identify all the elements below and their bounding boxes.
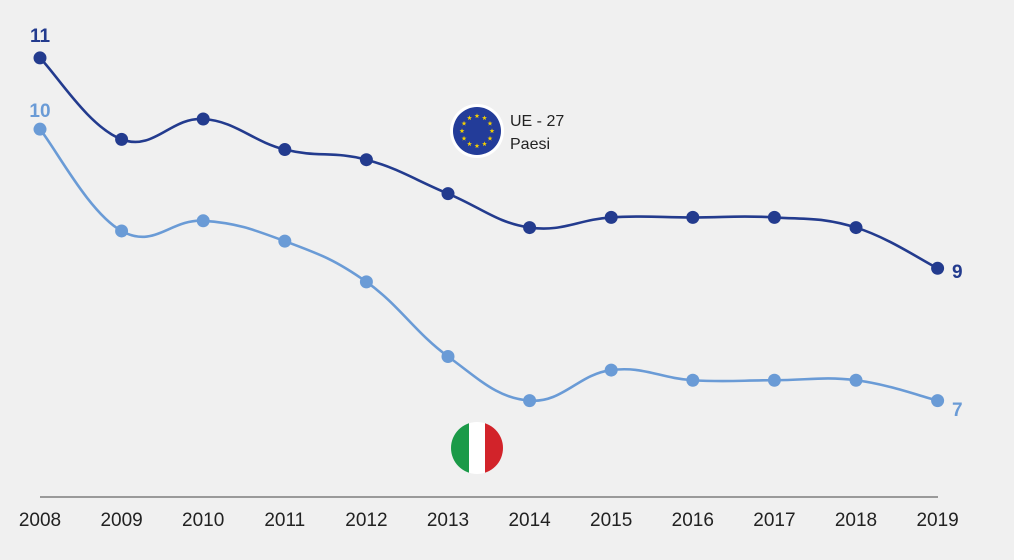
italy-data-point bbox=[33, 122, 47, 136]
italy-data-point bbox=[441, 350, 455, 363]
italy-data-point bbox=[278, 234, 292, 248]
italy-start-label: 10 bbox=[29, 101, 50, 122]
eu-data-point bbox=[767, 210, 781, 224]
eu-data-point bbox=[196, 112, 210, 126]
eu-data-point bbox=[604, 210, 618, 224]
x-tick-label: 2012 bbox=[345, 510, 387, 531]
italy-flag-icon bbox=[451, 422, 503, 474]
eu-data-point bbox=[115, 132, 129, 146]
eu-star-icon bbox=[482, 115, 487, 121]
x-tick-label: 2016 bbox=[672, 510, 714, 531]
eu-star-icon bbox=[461, 120, 467, 126]
italy-data-point bbox=[849, 373, 863, 387]
eu-star-icon bbox=[467, 141, 472, 147]
eu-flag-icon bbox=[450, 104, 504, 158]
eu-star-icon bbox=[459, 128, 465, 134]
eu-series-line bbox=[39, 57, 939, 270]
italy-data-point bbox=[196, 214, 210, 228]
x-tick-label: 2010 bbox=[182, 510, 224, 531]
x-tick-label: 2013 bbox=[427, 510, 469, 531]
x-tick-label: 2014 bbox=[508, 510, 551, 531]
italy-data-point bbox=[523, 394, 537, 408]
italy-data-point bbox=[359, 275, 373, 289]
eu-data-point bbox=[931, 261, 945, 275]
italy-data-point bbox=[931, 394, 945, 408]
italy-data-point bbox=[767, 373, 781, 387]
eu-end-label: 9 bbox=[952, 262, 963, 283]
eu-star-icon bbox=[489, 128, 495, 134]
eu-star-icon bbox=[487, 135, 493, 141]
eu-data-point bbox=[278, 143, 292, 157]
eu-data-point bbox=[686, 210, 700, 224]
eu-start-label: 11 bbox=[30, 26, 51, 47]
eu-data-point bbox=[849, 221, 863, 235]
x-tick-label: 2008 bbox=[19, 510, 61, 531]
italy-end-label: 7 bbox=[952, 400, 963, 421]
eu-data-point bbox=[359, 153, 373, 167]
x-tick-label: 2019 bbox=[916, 510, 958, 531]
series-points bbox=[33, 51, 945, 408]
eu-star-icon bbox=[474, 143, 480, 149]
legend-eu-line2: Paesi bbox=[510, 136, 550, 153]
x-tick-label: 2018 bbox=[835, 510, 877, 531]
eu-star-icon bbox=[461, 135, 467, 141]
x-tick-label: 2009 bbox=[100, 510, 142, 531]
eu-star-icon bbox=[487, 120, 493, 126]
eu-data-point bbox=[33, 51, 47, 65]
legend-eu-line1: UE - 27 bbox=[510, 113, 564, 130]
eu-star-icon bbox=[474, 113, 480, 119]
eu-data-point bbox=[441, 187, 455, 201]
italy-series-line bbox=[38, 128, 938, 402]
italy-data-point bbox=[686, 373, 700, 387]
eu-data-point bbox=[523, 221, 537, 235]
x-tick-label: 2017 bbox=[753, 510, 795, 531]
x-tick-label: 2011 bbox=[264, 510, 305, 531]
x-tick-label: 2015 bbox=[590, 510, 632, 531]
x-tick-labels: 2008 2009 2010 2011 2012 2013 2014 2015 2016 2017… bbox=[19, 510, 959, 531]
italy-data-point bbox=[604, 363, 618, 377]
italy-data-point bbox=[115, 224, 129, 238]
eu-star-icon bbox=[482, 141, 487, 147]
eu-star-icon bbox=[467, 115, 472, 121]
